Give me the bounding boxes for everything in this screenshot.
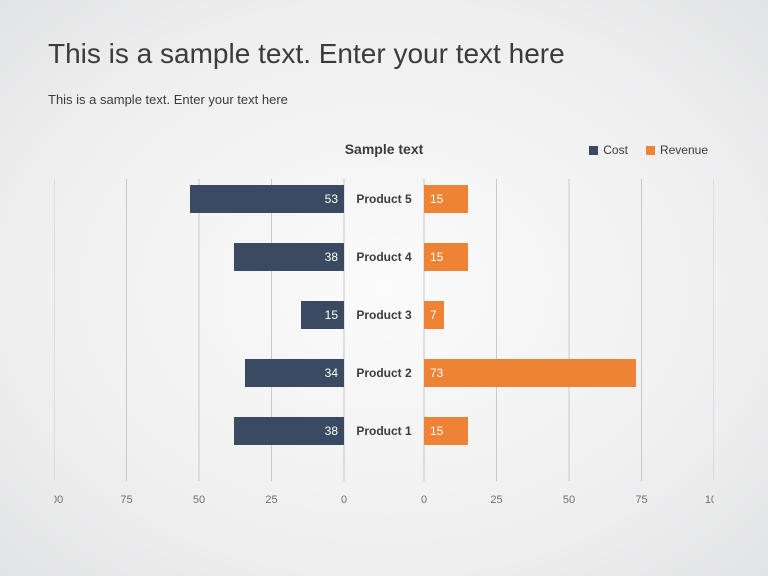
legend-swatch-revenue — [646, 146, 655, 155]
chart-legend: Cost Revenue — [589, 143, 708, 157]
svg-text:100: 100 — [705, 494, 714, 505]
bar-value: 34 — [325, 359, 338, 387]
plot-area: 10075502500255075100 53Product 51538Prod… — [54, 171, 714, 505]
page-title: This is a sample text. Enter your text h… — [48, 38, 720, 70]
bar-revenue: 15 — [424, 243, 468, 271]
category-label: Product 4 — [344, 243, 424, 271]
bar-cost: 53 — [190, 185, 344, 213]
svg-text:100: 100 — [54, 494, 63, 505]
bar-value: 15 — [430, 243, 443, 271]
bar-value: 38 — [325, 243, 338, 271]
bar-cost: 38 — [234, 417, 344, 445]
bar-revenue: 15 — [424, 185, 468, 213]
bar-value: 73 — [430, 359, 443, 387]
bar-revenue: 15 — [424, 417, 468, 445]
svg-text:75: 75 — [120, 494, 132, 505]
legend-label-cost: Cost — [603, 143, 628, 157]
gridlines: 100 75 50 25 0 0 25 50 75 100 — [54, 171, 714, 505]
chart-row: 38Product 415 — [54, 243, 714, 271]
bar-value: 15 — [325, 301, 338, 329]
diverging-bar-chart: Sample text Cost Revenue 100755025002550… — [54, 141, 714, 531]
svg-text:25: 25 — [265, 494, 277, 505]
svg-text:75: 75 — [635, 494, 647, 505]
svg-text:0: 0 — [421, 494, 427, 505]
bar-value: 53 — [325, 185, 338, 213]
bar-cost: 38 — [234, 243, 344, 271]
page-subtitle: This is a sample text. Enter your text h… — [48, 92, 720, 107]
bar-value: 15 — [430, 417, 443, 445]
category-label: Product 2 — [344, 359, 424, 387]
category-label: Product 5 — [344, 185, 424, 213]
category-label: Product 1 — [344, 417, 424, 445]
category-label: Product 3 — [344, 301, 424, 329]
bar-value: 7 — [430, 301, 437, 329]
svg-text:25: 25 — [490, 494, 502, 505]
bar-revenue: 7 — [424, 301, 444, 329]
svg-text:50: 50 — [193, 494, 205, 505]
chart-row: 38Product 115 — [54, 417, 714, 445]
legend-item-cost: Cost — [589, 143, 628, 157]
legend-label-revenue: Revenue — [660, 143, 708, 157]
svg-text:0: 0 — [341, 494, 347, 505]
bar-cost: 15 — [301, 301, 345, 329]
bar-value: 15 — [430, 185, 443, 213]
chart-row: 15Product 37 — [54, 301, 714, 329]
bar-revenue: 73 — [424, 359, 636, 387]
svg-text:50: 50 — [563, 494, 575, 505]
legend-swatch-cost — [589, 146, 598, 155]
bar-value: 38 — [325, 417, 338, 445]
legend-item-revenue: Revenue — [646, 143, 708, 157]
chart-row: 34Product 273 — [54, 359, 714, 387]
chart-row: 53Product 515 — [54, 185, 714, 213]
bar-cost: 34 — [245, 359, 344, 387]
